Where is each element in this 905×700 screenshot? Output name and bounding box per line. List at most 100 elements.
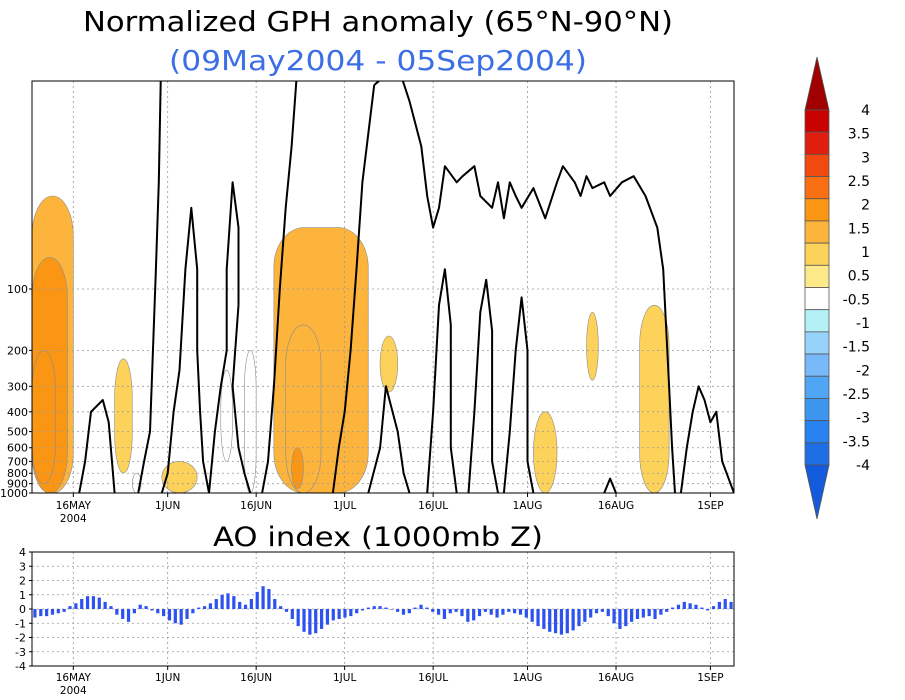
ao-year-label: 2004 — [60, 685, 87, 697]
zero-contours — [78, 81, 734, 493]
colorbar-box-4 — [804, 198, 830, 222]
date-tick-label-1AUG: 1AUG — [513, 500, 543, 512]
colorbar-box-15 — [804, 442, 830, 466]
colorbar-label-15: -4 — [856, 458, 870, 474]
anomaly-region-6 — [220, 369, 233, 462]
colorbar-label-1: 3.5 — [848, 127, 870, 143]
colorbar-label-8: -0.5 — [843, 292, 870, 308]
zero-contour-7 — [373, 81, 676, 493]
colorbar-bottom-arrow — [804, 464, 830, 520]
ao-bar-91 — [565, 609, 569, 634]
ao-tick-label--1: -1 — [15, 617, 26, 630]
colorbar-label-11: -2 — [856, 363, 870, 379]
ao-bar-60 — [384, 607, 388, 609]
colorbar-box-6 — [804, 242, 830, 266]
ao-bar-13 — [109, 606, 113, 609]
ao-bar-5 — [62, 609, 66, 612]
zero-contour-11 — [502, 296, 535, 493]
ao-bar-86 — [536, 609, 540, 627]
ao-bar-110 — [676, 604, 681, 609]
ao-bar-28 — [197, 607, 201, 609]
ao-bar-3 — [50, 609, 55, 615]
anomaly-region-11 — [379, 335, 399, 393]
ao-title: AO index (1000mb Z) — [213, 522, 543, 553]
ao-bar-51 — [331, 609, 335, 621]
date-tick-label-1JUL: 1JUL — [333, 500, 356, 512]
ao-bar-17 — [132, 609, 136, 614]
ao-tick-label--3: -3 — [15, 646, 26, 659]
colorbar-box-7 — [804, 264, 830, 288]
ao-bar-69 — [436, 609, 441, 615]
ao-bar-113 — [694, 604, 698, 609]
ao-grid — [32, 552, 734, 666]
ao-bar-99 — [612, 609, 616, 624]
ao-bar-27 — [191, 609, 195, 614]
ao-bar-76 — [477, 609, 482, 617]
zero-contour-2 — [160, 206, 210, 493]
ao-bar-82 — [513, 609, 517, 614]
ao-bar-43 — [284, 609, 289, 612]
ao-bar-97 — [600, 609, 604, 612]
anomaly-region-2 — [32, 350, 56, 484]
colorbar-box-1 — [804, 131, 830, 155]
ao-bar-39 — [261, 586, 265, 609]
ao-panel: 43 210-1 -2-3-4 16MAY 1JUN 16JUN 1JUL 16JUL 1AU… — [15, 546, 735, 697]
pressure-tick-label-800: 800 — [7, 467, 28, 480]
ao-date-tick-label-1JUL: 1JUL — [333, 672, 356, 684]
ao-bar-101 — [624, 609, 628, 627]
colorbar-label-3: 2.5 — [848, 174, 870, 190]
ao-bar-119 — [729, 601, 733, 610]
ao-bar-105 — [647, 609, 651, 617]
colorbar-label-9: -1 — [856, 316, 870, 332]
ao-bar-73 — [460, 609, 464, 617]
zero-contour-12 — [603, 477, 617, 493]
date-tick-label-16JUN: 16JUN — [240, 500, 272, 512]
zero-contour-9 — [426, 268, 458, 493]
zero-contour-10 — [467, 278, 499, 493]
ao-bar-18 — [138, 604, 142, 609]
ao-bar-14 — [115, 609, 119, 615]
ao-bar-100 — [618, 609, 622, 629]
ao-bar-92 — [571, 609, 575, 631]
year-label: 2004 — [60, 513, 87, 525]
ao-bar-24 — [173, 609, 177, 624]
ao-bar-7 — [74, 603, 78, 609]
ao-bar-111 — [682, 601, 686, 610]
anomaly-region-10 — [291, 447, 304, 489]
ao-bar-42 — [279, 606, 283, 609]
pressure-tick-label-200: 200 — [7, 344, 28, 357]
zero-contour-4 — [231, 305, 252, 493]
ao-bar-107 — [659, 609, 663, 615]
ao-bar-38 — [255, 591, 259, 609]
ao-bar-61 — [390, 609, 394, 610]
zero-contour-13 — [679, 385, 734, 493]
ao-tick-label-0: 0 — [19, 603, 26, 616]
ao-bar-80 — [501, 609, 505, 615]
ao-bar-117 — [717, 601, 721, 610]
ao-bars — [33, 586, 733, 635]
anomaly-date-axis: 16MAY 1JUN 16JUN 1JUL 16JUL 1AUG 16AUG 1SEP 2004 — [56, 493, 724, 525]
anomaly-grid — [32, 81, 734, 493]
ao-bar-52 — [337, 609, 341, 619]
ao-bar-62 — [396, 609, 400, 612]
ao-bar-53 — [343, 609, 347, 618]
ao-bar-118 — [723, 599, 727, 609]
colorbar-top-arrow — [804, 56, 830, 111]
colorbar-label-7: 0.5 — [848, 269, 870, 285]
zero-contour-5 — [261, 81, 298, 493]
ao-bar-8 — [80, 599, 84, 609]
colorbar-box-14 — [804, 420, 830, 444]
colorbar-label-4: 2 — [861, 198, 870, 214]
ao-bar-40 — [267, 589, 271, 609]
colorbar-label-10: -1.5 — [843, 340, 870, 356]
anomaly-region-12 — [533, 411, 558, 493]
anomaly-plot-frame — [31, 80, 735, 494]
ao-date-tick-label-1SEP: 1SEP — [697, 672, 723, 684]
ao-bar-47 — [308, 609, 312, 635]
anomaly-region-7 — [244, 350, 257, 493]
ao-bar-59 — [378, 606, 382, 609]
ao-bar-96 — [594, 609, 599, 614]
colorbar-label-0: 4 — [861, 103, 870, 119]
ao-bar-34 — [232, 596, 236, 609]
ao-bar-72 — [454, 609, 458, 612]
